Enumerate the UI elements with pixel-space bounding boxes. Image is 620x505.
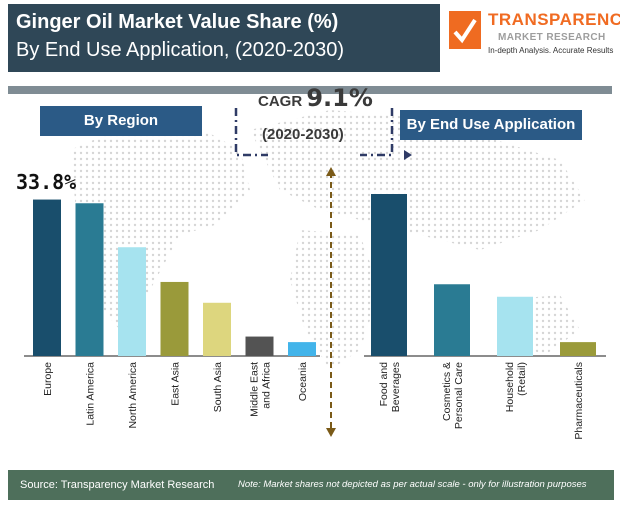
divider-arrow-up-icon	[326, 167, 336, 176]
region-bar-east-asia	[160, 281, 189, 356]
region-bar-latin-america	[75, 203, 104, 356]
region-bar-middle-east-and-africa	[245, 336, 274, 356]
application-tick-pharmaceuticals: Pharmaceuticals	[573, 362, 585, 440]
brand-name: TRANSPARENCY	[488, 10, 620, 29]
brand-logo: TRANSPARENCY MARKET RESEARCH In-depth An…	[448, 6, 620, 66]
source-text: Source: Transparency Market Research	[20, 479, 215, 491]
application-panel-label: By End Use Application	[400, 110, 582, 140]
cagr-number: 9.1%	[306, 84, 373, 112]
cagr-arrow-icon	[404, 150, 412, 160]
region-tick-east-asia: East Asia	[170, 362, 182, 406]
application-tick-food-and-beverages: Food andBeverages	[378, 362, 402, 412]
region-tick-europe: Europe	[42, 362, 54, 396]
divider-line	[326, 167, 336, 437]
cagr-value: CAGR 9.1%	[258, 84, 373, 112]
region-bar-north-america	[118, 247, 146, 356]
brand-subname: MARKET RESEARCH	[498, 32, 606, 43]
application-bar-pharmaceuticals	[560, 342, 596, 356]
footnote-text: Note: Market shares not depicted as per …	[238, 479, 587, 490]
region-tick-south-asia: South Asia	[212, 362, 224, 412]
title-box: Ginger Oil Market Value Share (%) By End…	[8, 4, 440, 72]
data-label-europe: 33.8%	[16, 170, 77, 194]
region-tick-oceania: Oceania	[297, 362, 309, 401]
region-panel-label: By Region	[40, 106, 202, 136]
chart-title: Ginger Oil Market Value Share (%)	[16, 11, 339, 33]
chart-subtitle: By End Use Application, (2020-2030)	[16, 39, 344, 61]
cagr-period: (2020-2030)	[262, 126, 344, 143]
brand-tagline: In-depth Analysis. Accurate Results	[488, 46, 614, 55]
region-bar-south-asia	[203, 302, 231, 356]
region-bar-europe	[33, 199, 61, 356]
cagr-label: CAGR	[258, 93, 303, 110]
application-bar-household-retail	[497, 296, 533, 356]
region-tick-middle-east-and-africa: Middle Eastand Africa	[249, 362, 273, 417]
region-tick-latin-america: Latin America	[85, 362, 97, 426]
brand-logo-icon	[449, 11, 481, 49]
application-bar-cosmetics-personal-care	[434, 284, 470, 356]
application-bars: Food andBeverages Cosmetics &Personal Car…	[371, 194, 596, 440]
divider-arrow-down-icon	[326, 428, 336, 437]
header-divider	[8, 86, 612, 94]
region-bars: Europe Latin America North America East Asi…	[33, 199, 316, 429]
footer-bar: Source: Transparency Market Research Not…	[8, 470, 614, 500]
application-bar-food-and-beverages	[371, 194, 407, 356]
application-tick-cosmetics-personal-care: Cosmetics &Personal Care	[441, 362, 465, 429]
region-tick-north-america: North America	[127, 362, 139, 429]
application-tick-household-retail: Household(Retail)	[504, 362, 528, 412]
region-bar-oceania	[288, 342, 316, 356]
